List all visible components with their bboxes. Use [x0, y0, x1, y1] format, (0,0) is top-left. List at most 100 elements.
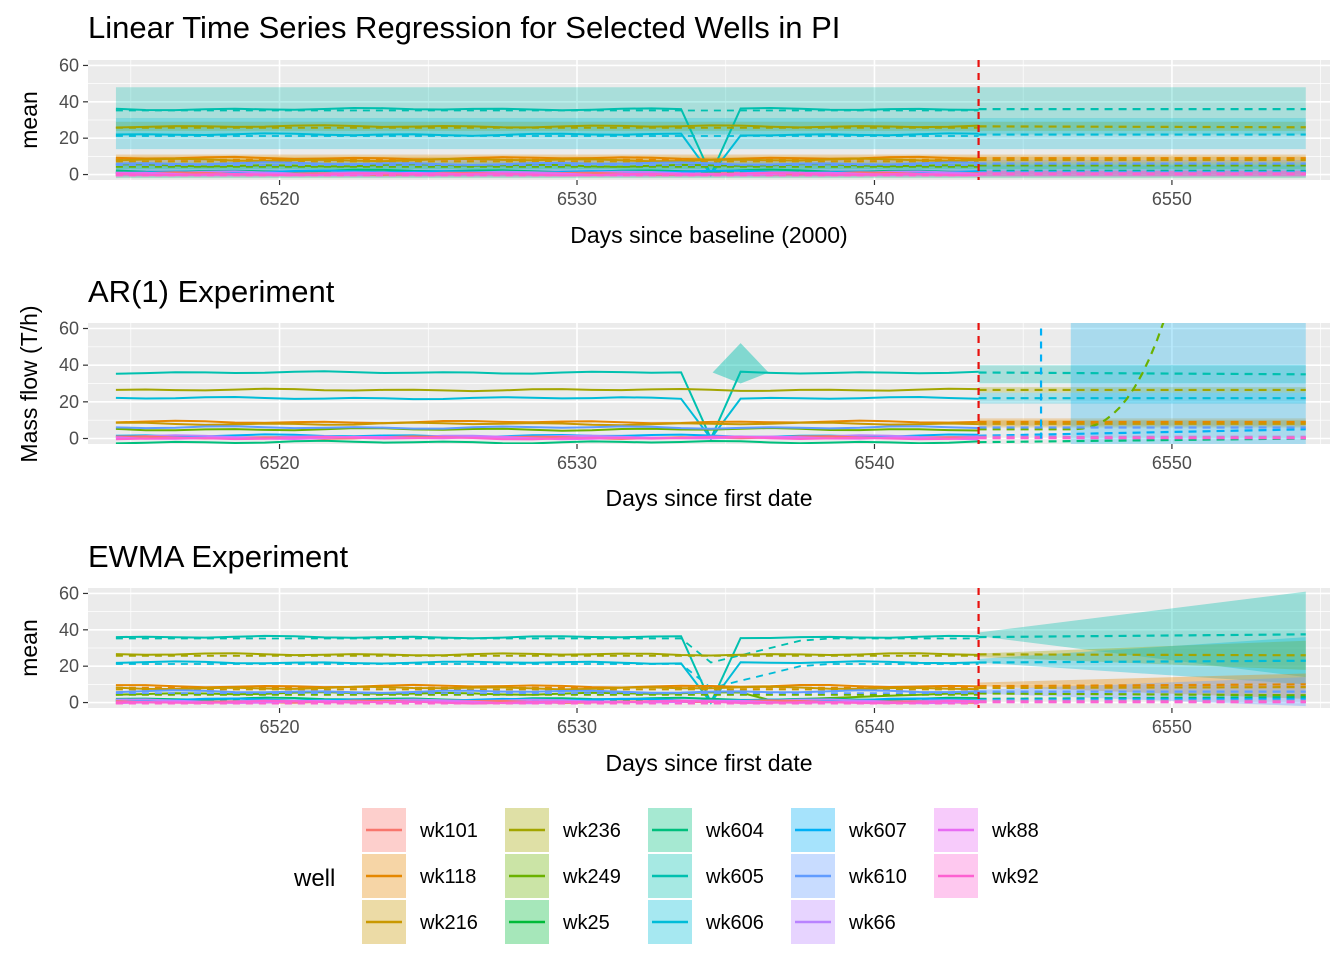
panel-1-ylabel: mean	[16, 91, 42, 149]
legend-label: wk118	[419, 866, 476, 888]
x-tick-label: 6530	[557, 453, 597, 473]
x-tick-label: 6530	[557, 717, 597, 737]
legend-item-wk236: wk236	[505, 808, 621, 852]
observed-line-wk216	[115, 421, 979, 427]
forecast-line-wk605	[978, 633, 1306, 639]
x-tick-label: 6550	[1152, 453, 1192, 473]
panel-1-plot: 0 20 40 60 6520 6530 6540 6550	[59, 55, 1330, 209]
legend-label: wk607	[848, 820, 907, 842]
observed-line-wk249	[115, 426, 979, 432]
legend-label: wk88	[991, 820, 1039, 842]
legend-item-wk88: wk88	[934, 808, 1039, 852]
fitted-line-wk605	[115, 637, 979, 664]
y-tick-label: 20	[59, 392, 79, 412]
forecast-line-wk216	[978, 685, 1306, 690]
legend-item-wk606: wk606	[648, 900, 764, 944]
legend-item-wk118: wk118	[362, 854, 476, 898]
y-tick-label: 40	[59, 620, 79, 640]
confidence-band-wk606	[978, 637, 1306, 685]
panel-3-title: EWMA Experiment	[88, 539, 349, 574]
legend-item-wk101: wk101	[362, 808, 478, 852]
legend-item-wk92: wk92	[934, 854, 1039, 898]
observed-line-wk92	[115, 435, 979, 441]
forecast-line-wk249	[978, 323, 1165, 431]
confidence-band-wk606	[978, 392, 1306, 404]
y-tick-label: 40	[59, 355, 79, 375]
confidence-band-wk605	[115, 87, 1306, 135]
panel-1-title: Linear Time Series Regression for Select…	[88, 10, 840, 45]
uncertainty-spike-wk605	[712, 343, 769, 384]
y-tick-label: 20	[59, 128, 79, 148]
legend-label: wk610	[848, 866, 907, 888]
fitted-line-wk606	[115, 663, 979, 689]
y-tick-label: 20	[59, 656, 79, 676]
x-tick-label: 6540	[854, 453, 894, 473]
legend-label: wk604	[705, 820, 764, 842]
panel-1-xlabel: Days since baseline (2000)	[570, 222, 847, 248]
legend-item-wk610: wk610	[791, 854, 907, 898]
shared-ylabel: Mass flow (T/h)	[16, 305, 42, 462]
x-tick-label: 6530	[557, 189, 597, 209]
panel-3-ylabel: mean	[16, 619, 42, 677]
legend-label: wk25	[562, 912, 610, 934]
x-tick-label: 6550	[1152, 189, 1192, 209]
legend-title: well	[293, 865, 335, 892]
panel-2-plot: 0 20 40 60 6520 6530 6540 6550	[59, 319, 1330, 473]
data-layer	[115, 591, 1306, 707]
forecast-line-wk606	[978, 659, 1306, 664]
data-layer	[115, 87, 1306, 179]
forecast-line-wk118	[978, 683, 1306, 688]
forecast-line-wk236	[978, 125, 1306, 129]
confidence-band-wk607	[1070, 323, 1306, 444]
observed-line-wk605	[115, 634, 979, 705]
observed-line-wk604	[115, 439, 979, 444]
panel-3-xlabel: Days since first date	[605, 750, 812, 776]
y-tick-label: 0	[69, 693, 79, 713]
legend-label: wk605	[705, 866, 764, 888]
legend-label: wk92	[991, 866, 1039, 888]
x-tick-label: 6520	[260, 189, 300, 209]
y-tick-label: 0	[69, 429, 79, 449]
x-tick-label: 6550	[1152, 717, 1192, 737]
forecast-line-wk249	[978, 692, 1306, 697]
y-tick-label: 60	[59, 55, 79, 75]
legend-item-wk66: wk66	[791, 900, 896, 944]
data-layer	[115, 323, 1306, 444]
legend-item-wk607: wk607	[791, 808, 907, 852]
legend-item-wk249: wk249	[505, 854, 621, 898]
legend-item-wk216: wk216	[362, 900, 478, 944]
y-tick-label: 60	[59, 319, 79, 339]
observed-line-wk605	[115, 370, 979, 441]
legend-label: wk249	[562, 866, 621, 888]
x-tick-label: 6540	[854, 189, 894, 209]
legend-item-wk25: wk25	[505, 900, 610, 944]
observed-line-wk606	[115, 132, 979, 177]
legend: wk101 wk118 wk216 wk236 wk249 wk25 wk604 wk605 w…	[362, 808, 1039, 944]
legend-label: wk236	[562, 820, 621, 842]
forecast-line-wk605	[978, 371, 1306, 376]
observed-line-wk236	[115, 387, 979, 393]
observed-line-wk118	[115, 683, 979, 689]
legend-label: wk606	[705, 912, 764, 934]
y-tick-label: 60	[59, 583, 79, 603]
legend-label: wk216	[419, 912, 478, 934]
confidence-band-wk236	[978, 640, 1306, 670]
forecast-line-wk607	[978, 428, 1306, 437]
x-tick-label: 6520	[260, 453, 300, 473]
x-tick-label: 6520	[260, 717, 300, 737]
observed-line-wk606	[115, 395, 979, 441]
forecast-line-wk607	[978, 697, 1306, 701]
y-tick-label: 40	[59, 92, 79, 112]
legend-label: wk101	[419, 820, 478, 842]
legend-label: wk66	[848, 912, 896, 934]
forecast-line-wk604	[978, 695, 1306, 701]
y-tick-label: 0	[69, 165, 79, 185]
confidence-band-wk236	[978, 387, 1306, 393]
forecast-line-wk236	[978, 653, 1306, 657]
observed-line-wk101	[115, 435, 979, 440]
panel-2-title: AR(1) Experiment	[88, 274, 335, 309]
observed-line-wk610	[115, 425, 979, 430]
x-tick-label: 6540	[854, 717, 894, 737]
panel-3-plot: 0 20 40 60 6520 6530 6540 6550	[59, 583, 1330, 737]
